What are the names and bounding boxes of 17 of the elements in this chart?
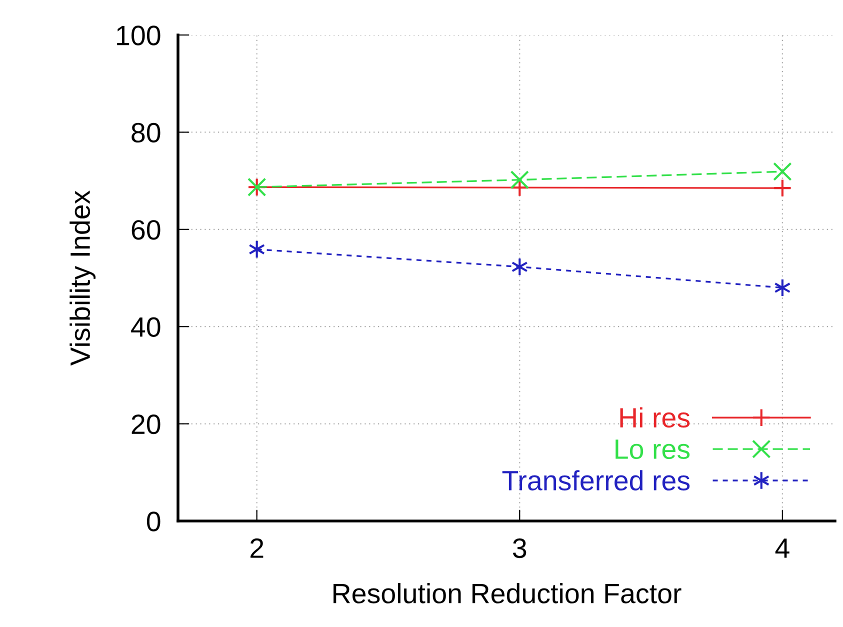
x-axis-title: Resolution Reduction Factor bbox=[334, 583, 682, 604]
y-tick-label: 80 bbox=[132, 122, 160, 143]
y-tick-label: 20 bbox=[132, 414, 160, 434]
y-tick-label: 0 bbox=[146, 512, 160, 532]
y-axis-title: Visibility Index bbox=[70, 190, 96, 366]
y-tick-label: 40 bbox=[131, 317, 160, 337]
point bbox=[510, 170, 530, 190]
legend-label: Lo res bbox=[616, 440, 690, 460]
point bbox=[773, 178, 792, 198]
point bbox=[773, 162, 792, 181]
y-tick-label: 60 bbox=[132, 220, 160, 240]
legend-label: Hi res bbox=[620, 407, 690, 428]
y-tick-label: 100 bbox=[117, 26, 160, 46]
x-tick-label: 2 bbox=[250, 538, 264, 558]
x-tick-label: 3 bbox=[512, 538, 526, 558]
legend-label: Transferred res bbox=[502, 470, 690, 491]
x-tick-label: 4 bbox=[775, 538, 790, 558]
